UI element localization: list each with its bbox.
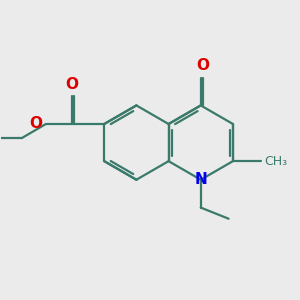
Text: N: N bbox=[194, 172, 207, 187]
Text: CH₃: CH₃ bbox=[264, 154, 287, 168]
Text: O: O bbox=[29, 116, 42, 131]
Text: O: O bbox=[196, 58, 209, 73]
Text: O: O bbox=[65, 77, 78, 92]
